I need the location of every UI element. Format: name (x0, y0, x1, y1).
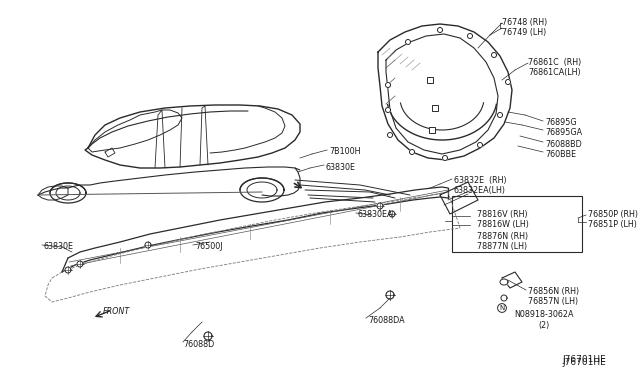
Polygon shape (410, 150, 415, 154)
Text: 76856N (RH): 76856N (RH) (528, 287, 579, 296)
Polygon shape (406, 39, 410, 45)
Text: 76748 (RH): 76748 (RH) (502, 18, 547, 27)
Polygon shape (389, 211, 395, 217)
Text: 76895GA: 76895GA (545, 128, 582, 137)
Text: N08918-3062A: N08918-3062A (514, 310, 573, 319)
Text: N: N (499, 305, 504, 311)
Polygon shape (442, 155, 447, 160)
Text: 76857N (LH): 76857N (LH) (528, 297, 578, 306)
Bar (427, 77, 433, 83)
Text: 63832E  (RH): 63832E (RH) (454, 176, 507, 185)
Text: 63830E: 63830E (44, 242, 74, 251)
Text: 76088BD: 76088BD (545, 140, 582, 149)
Polygon shape (497, 112, 502, 118)
Text: 76895G: 76895G (545, 118, 577, 127)
Polygon shape (387, 132, 392, 138)
Polygon shape (506, 80, 511, 84)
Text: 7B100H: 7B100H (329, 147, 360, 156)
Polygon shape (385, 83, 390, 87)
Polygon shape (77, 261, 83, 267)
Text: J76701HE: J76701HE (562, 358, 605, 367)
Polygon shape (477, 142, 483, 148)
Polygon shape (492, 52, 497, 58)
Text: 76749 (LH): 76749 (LH) (502, 28, 547, 37)
Polygon shape (204, 332, 212, 340)
Polygon shape (386, 291, 394, 299)
Text: 76088DA: 76088DA (368, 316, 404, 325)
Text: 63832EA(LH): 63832EA(LH) (454, 186, 506, 195)
Text: 76500J: 76500J (195, 242, 223, 251)
Polygon shape (65, 267, 71, 273)
Text: 78876N (RH): 78876N (RH) (477, 232, 528, 241)
Text: 76861CA(LH): 76861CA(LH) (528, 68, 580, 77)
Text: 78877N (LH): 78877N (LH) (477, 242, 527, 251)
Text: 76861C  (RH): 76861C (RH) (528, 58, 581, 67)
Polygon shape (145, 242, 151, 248)
Text: 76850P (RH): 76850P (RH) (588, 210, 638, 219)
Text: J76701HE: J76701HE (562, 355, 605, 364)
Text: 76088D: 76088D (183, 340, 214, 349)
Bar (452, 196, 582, 252)
Text: 760BBE: 760BBE (545, 150, 576, 159)
Text: 63830EA: 63830EA (358, 210, 394, 219)
Polygon shape (438, 28, 442, 32)
Polygon shape (467, 33, 472, 38)
Polygon shape (385, 108, 390, 112)
Text: 63830E: 63830E (326, 163, 356, 172)
Polygon shape (501, 295, 507, 301)
Bar (432, 105, 438, 111)
Text: (2): (2) (538, 321, 549, 330)
Polygon shape (500, 279, 508, 285)
Text: FRONT: FRONT (103, 307, 131, 316)
Bar (429, 127, 435, 133)
Text: 76851P (LH): 76851P (LH) (588, 220, 637, 229)
Text: 78816V (RH): 78816V (RH) (477, 210, 527, 219)
Polygon shape (377, 203, 383, 209)
Text: 78816W (LH): 78816W (LH) (477, 220, 529, 229)
